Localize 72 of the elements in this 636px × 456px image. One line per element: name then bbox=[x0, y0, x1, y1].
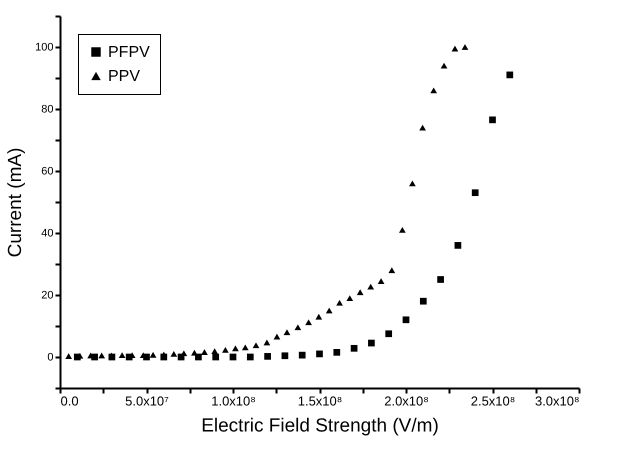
point bbox=[201, 349, 208, 355]
point bbox=[298, 352, 306, 358]
x-tick-label: 1.5x10⁸ bbox=[298, 394, 342, 408]
point bbox=[402, 316, 410, 324]
point bbox=[454, 242, 462, 249]
point bbox=[346, 295, 354, 302]
point bbox=[378, 278, 384, 284]
point bbox=[150, 352, 156, 358]
point bbox=[489, 116, 496, 124]
x-tick-label: 3.0x10⁸ bbox=[534, 394, 580, 408]
point bbox=[326, 308, 333, 314]
legend-label: PPV bbox=[108, 68, 140, 85]
point bbox=[65, 353, 72, 359]
point bbox=[419, 124, 426, 131]
x-axis-title: Electric Field Strength (V/m) bbox=[201, 416, 439, 436]
point bbox=[316, 350, 323, 358]
point bbox=[246, 354, 254, 360]
point bbox=[440, 62, 448, 69]
y-tick-label: 0 bbox=[47, 352, 54, 364]
point bbox=[333, 348, 340, 356]
point bbox=[430, 87, 438, 94]
point bbox=[305, 319, 312, 326]
point bbox=[143, 354, 150, 360]
y-tick-label: 100 bbox=[35, 42, 54, 54]
point bbox=[367, 284, 374, 290]
point bbox=[98, 352, 106, 358]
point bbox=[472, 189, 479, 196]
point bbox=[315, 314, 322, 320]
point bbox=[409, 180, 416, 186]
point bbox=[264, 353, 271, 360]
y-tick-label: 60 bbox=[41, 166, 54, 178]
point bbox=[242, 344, 249, 350]
point bbox=[118, 352, 126, 358]
point bbox=[222, 346, 229, 353]
point bbox=[178, 354, 184, 360]
point bbox=[74, 354, 81, 360]
point bbox=[284, 329, 290, 336]
point bbox=[399, 226, 406, 233]
point bbox=[462, 44, 468, 50]
legend-label: PFPV bbox=[108, 44, 150, 61]
point bbox=[294, 324, 302, 330]
point bbox=[356, 289, 364, 296]
point bbox=[388, 267, 396, 274]
point bbox=[282, 352, 288, 360]
point bbox=[264, 340, 270, 346]
y-axis-title: Current (mA) bbox=[5, 148, 26, 258]
x-tick-label: 5.0x10⁷ bbox=[125, 394, 170, 408]
y-tick-label: 20 bbox=[41, 290, 54, 302]
point bbox=[336, 300, 343, 306]
point bbox=[420, 298, 427, 305]
x-tick-label: 2.5x10⁸ bbox=[470, 394, 516, 408]
point bbox=[91, 354, 98, 360]
point bbox=[195, 354, 202, 360]
y-tick-label: 40 bbox=[41, 228, 54, 240]
point bbox=[232, 345, 239, 352]
point bbox=[230, 354, 236, 360]
point bbox=[252, 342, 260, 348]
x-tick-label: 1.0x10⁸ bbox=[211, 394, 256, 408]
point bbox=[437, 276, 444, 283]
point bbox=[170, 350, 178, 357]
x-tick-label: 0.0 bbox=[60, 394, 79, 408]
point bbox=[506, 72, 514, 78]
point bbox=[212, 354, 220, 360]
point bbox=[452, 46, 458, 52]
point bbox=[350, 344, 358, 352]
point bbox=[274, 334, 280, 340]
y-tick-label: 80 bbox=[41, 104, 54, 116]
point bbox=[368, 340, 375, 346]
point bbox=[385, 330, 392, 338]
point bbox=[160, 354, 168, 360]
x-tick-label: 2.0x10⁸ bbox=[384, 394, 429, 408]
point bbox=[126, 354, 133, 360]
